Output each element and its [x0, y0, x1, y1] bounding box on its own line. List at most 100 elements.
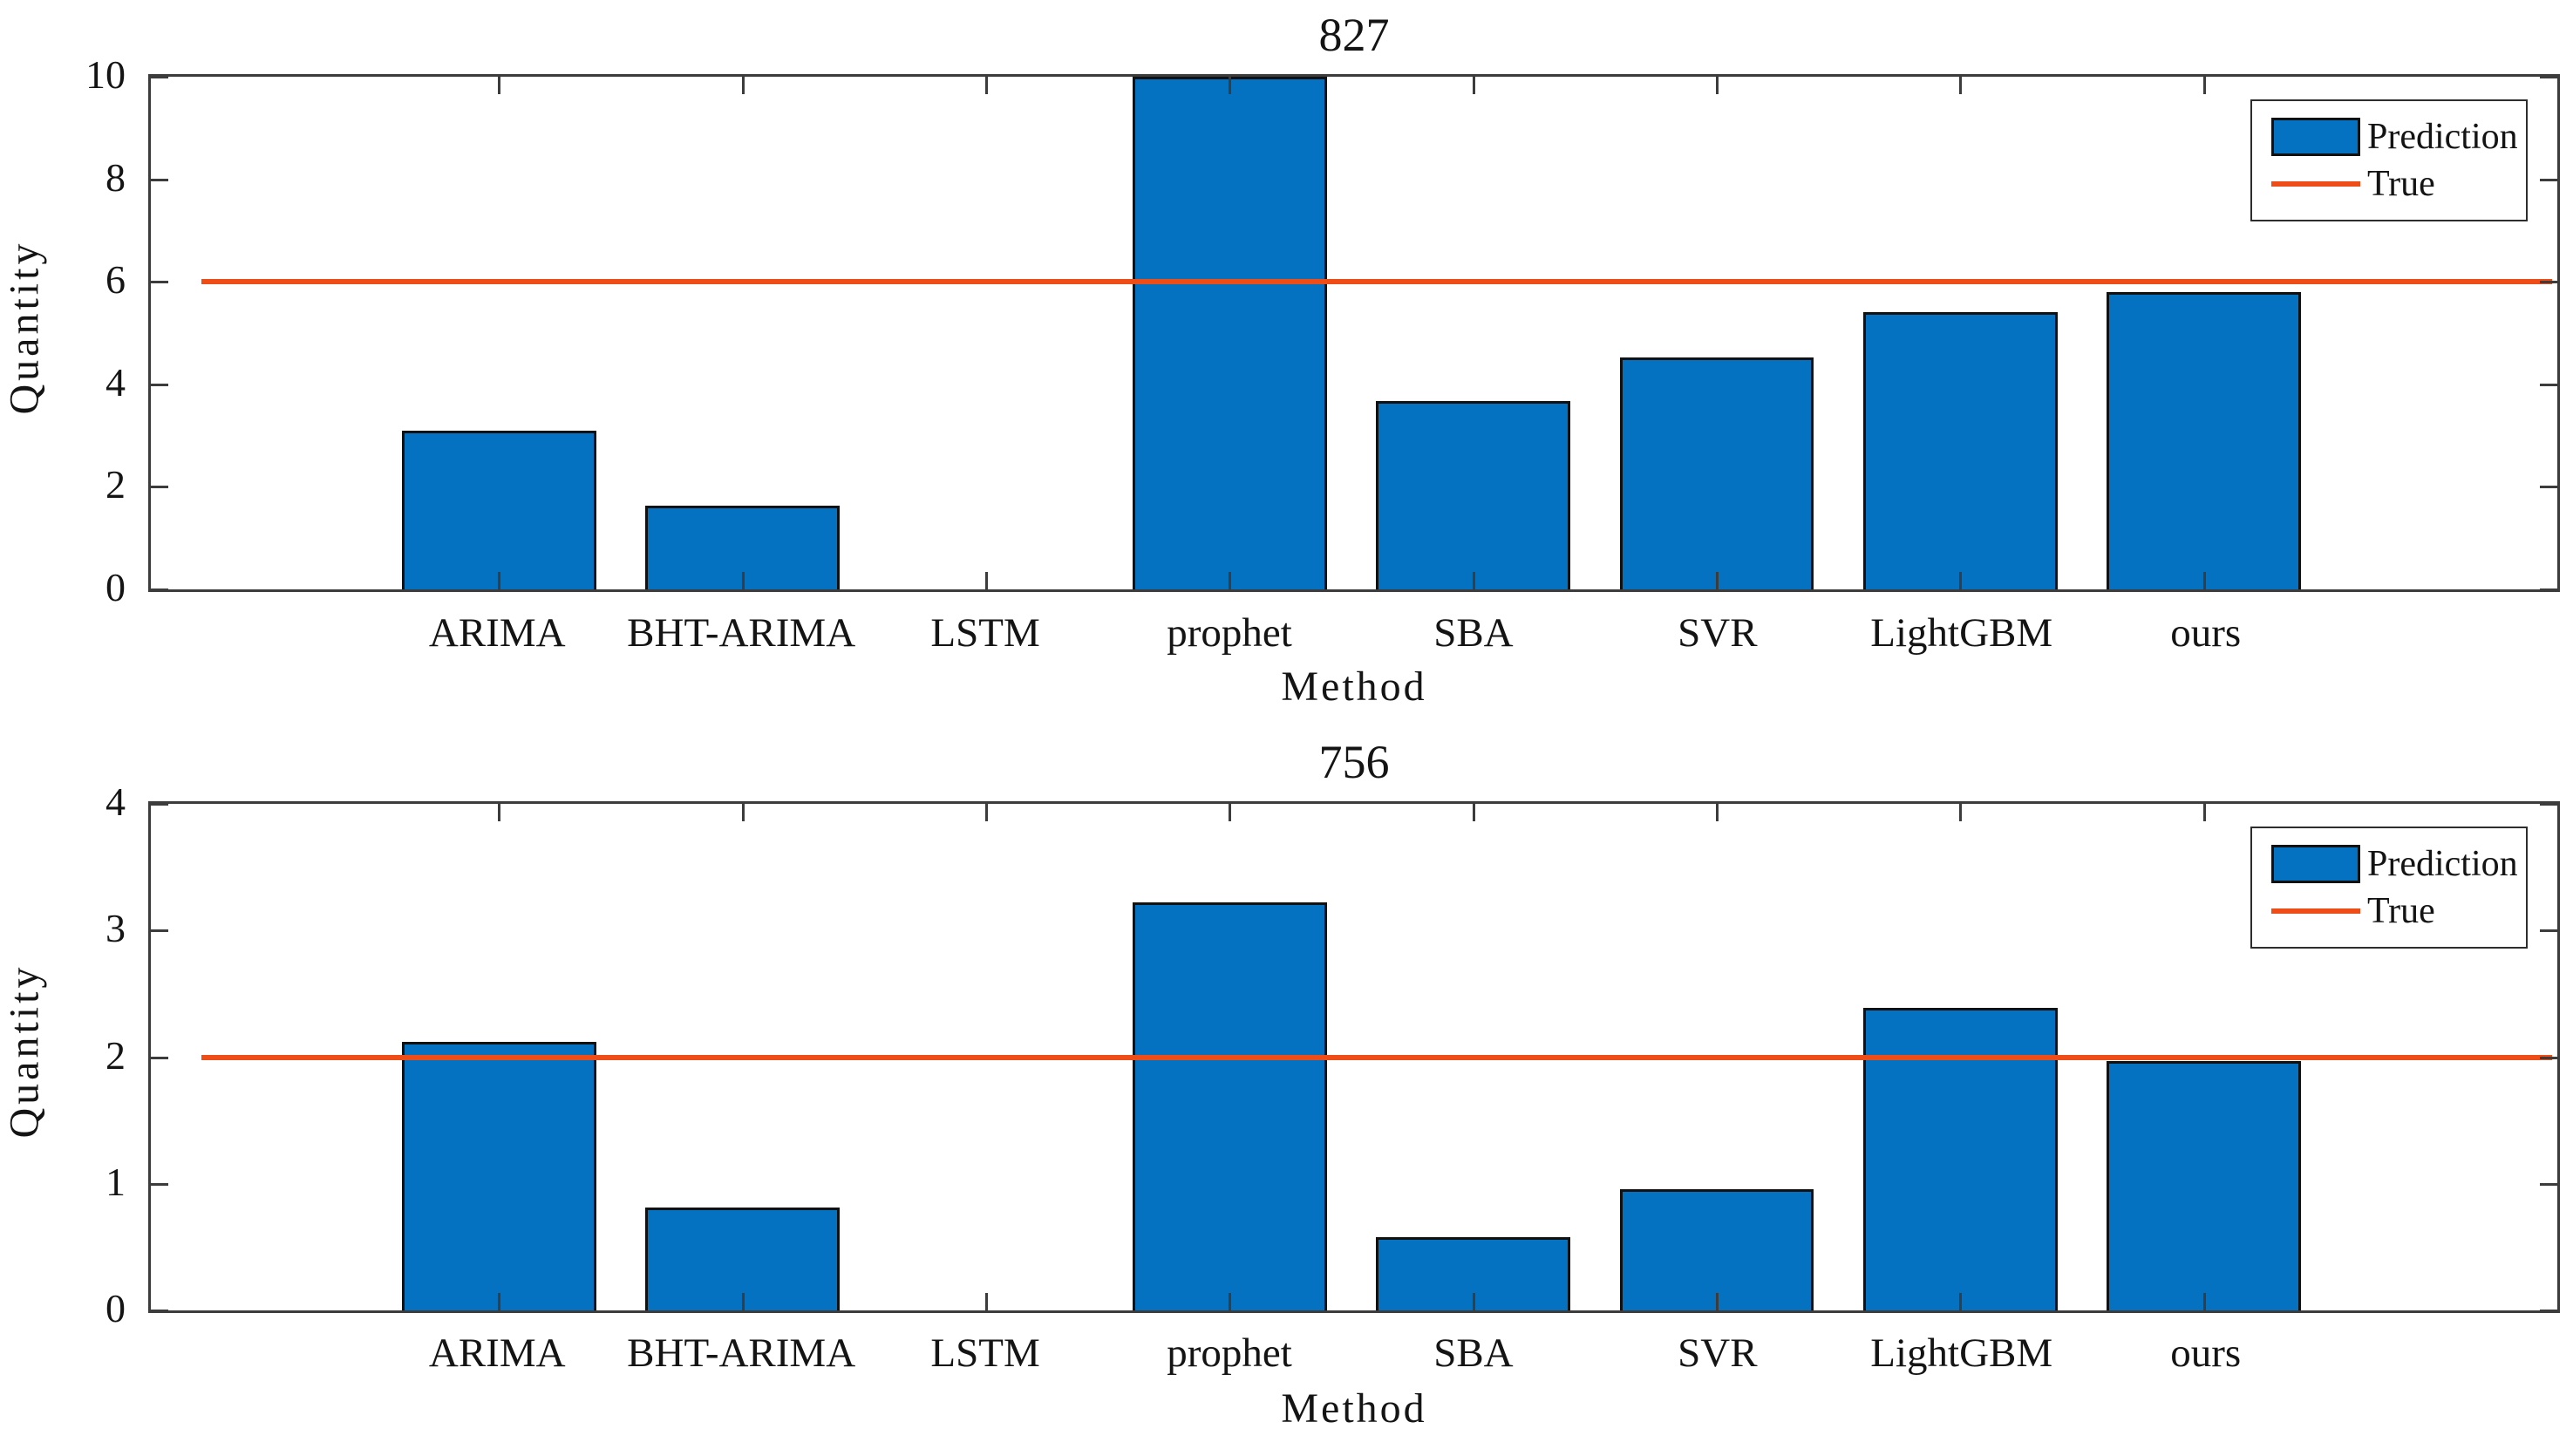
legend-prediction-label: Prediction: [2367, 117, 2518, 157]
x-tick-top: [984, 77, 988, 94]
y-tick-left: [151, 1310, 168, 1312]
bar-prophet: [1132, 902, 1327, 1310]
plot-area: Prediction True: [148, 74, 2560, 592]
y-tick-label: 2: [106, 462, 126, 507]
x-tick-top: [1959, 77, 1963, 94]
category-label: LSTM: [930, 1330, 1040, 1376]
bar-SBA: [1376, 1236, 1570, 1310]
y-tick-label: 6: [106, 257, 126, 303]
y-tick-left: [151, 178, 168, 181]
x-tick-bottom: [1959, 1293, 1963, 1310]
x-tick-bottom: [1959, 572, 1963, 589]
x-tick-bottom: [1472, 1293, 1475, 1310]
x-tick-bottom: [1715, 1293, 1719, 1310]
y-tick-left: [151, 76, 168, 78]
y-tick-right: [2540, 281, 2557, 284]
x-tick-top: [2202, 804, 2206, 821]
category-label: LSTM: [930, 610, 1040, 656]
chart-title: 756: [1318, 736, 1390, 788]
x-tick-bottom: [741, 572, 745, 589]
category-label: SVR: [1678, 610, 1758, 656]
x-tick-bottom: [498, 1293, 501, 1310]
x-tick-bottom: [984, 572, 988, 589]
true-line-icon: [2271, 181, 2360, 187]
x-tick-bottom: [741, 1293, 745, 1310]
x-tick-top: [741, 804, 745, 821]
bar-prophet: [1132, 77, 1327, 589]
x-axis-tick-labels: ARIMA BHT-ARIMA LSTM prophet SBA SVR LightGBM o…: [148, 609, 2560, 661]
y-tick-label: 4: [106, 779, 126, 824]
x-axis-label: Method: [1281, 663, 1427, 710]
x-tick-bottom: [2202, 572, 2206, 589]
bar-SBA: [1376, 401, 1570, 589]
x-tick-bottom: [984, 1293, 988, 1310]
category-label: ARIMA: [428, 610, 566, 656]
y-axis-tick-labels: 0 2 4 6 8 10: [0, 55, 131, 608]
y-axis-label: Quantity: [1, 963, 48, 1139]
y-tick-left: [151, 929, 168, 933]
category-label: LightGBM: [1870, 1330, 2053, 1376]
x-tick-top: [1715, 804, 1719, 821]
x-tick-bottom: [1472, 572, 1475, 589]
y-tick-left: [151, 486, 168, 489]
bar-BHT-ARIMA: [645, 1208, 841, 1310]
bar-ARIMA: [402, 1042, 596, 1310]
bar-LightGBM: [1862, 312, 2058, 589]
category-label: SBA: [1433, 610, 1514, 656]
y-tick-right: [2540, 589, 2557, 591]
y-tick-left: [151, 383, 168, 386]
x-axis-tick-labels: ARIMA BHT-ARIMA LSTM prophet SBA SVR LightGBM o…: [148, 1329, 2560, 1381]
category-label: prophet: [1167, 1330, 1292, 1376]
y-tick-left: [151, 589, 168, 591]
x-tick-top: [1229, 804, 1232, 821]
legend-true-label: True: [2367, 891, 2435, 931]
x-tick-bottom: [1229, 572, 1232, 589]
category-label: BHT-ARIMA: [627, 610, 856, 656]
y-tick-left: [151, 1056, 168, 1059]
x-tick-top: [1959, 804, 1963, 821]
legend-item-true: True: [2271, 888, 2521, 935]
category-label: BHT-ARIMA: [627, 1330, 856, 1376]
x-tick-bottom: [1229, 1293, 1232, 1310]
true-value-line: [201, 279, 2553, 285]
legend: Prediction True: [2250, 827, 2528, 949]
y-tick-left: [151, 803, 168, 806]
category-label: ours: [2170, 610, 2242, 656]
prediction-swatch-icon: [2271, 118, 2360, 156]
bar-SVR: [1619, 1188, 1814, 1310]
x-axis-label: Method: [1281, 1385, 1427, 1432]
category-label: prophet: [1167, 610, 1292, 656]
x-tick-bottom: [1715, 572, 1719, 589]
chart-title: 827: [1318, 9, 1390, 61]
y-tick-left: [151, 281, 168, 284]
x-tick-bottom: [2202, 1293, 2206, 1310]
legend-item-prediction: Prediction: [2271, 113, 2521, 160]
y-tick-right: [2540, 383, 2557, 386]
y-tick-label: 0: [106, 565, 126, 609]
prediction-swatch-icon: [2271, 845, 2360, 883]
y-axis-label: Quantity: [1, 240, 48, 415]
bar-LightGBM: [1862, 1007, 2058, 1310]
y-tick-right: [2540, 929, 2557, 933]
legend-item-true: True: [2271, 160, 2521, 208]
y-tick-right: [2540, 76, 2557, 78]
y-tick-right: [2540, 803, 2557, 806]
y-axis-tick-labels: 0 1 2 3 4: [0, 782, 131, 1329]
category-label: SBA: [1433, 1330, 1514, 1376]
category-label: SVR: [1678, 1330, 1758, 1376]
bar-ARIMA: [402, 430, 596, 589]
category-label: LightGBM: [1870, 610, 2053, 656]
bar-BHT-ARIMA: [645, 506, 841, 589]
y-tick-label: 0: [106, 1286, 126, 1330]
y-tick-right: [2540, 1182, 2557, 1186]
y-tick-right: [2540, 1310, 2557, 1312]
x-tick-top: [2202, 77, 2206, 94]
bar-ours: [2107, 291, 2301, 589]
y-tick-right: [2540, 486, 2557, 489]
x-tick-top: [741, 77, 745, 94]
y-tick-right: [2540, 1056, 2557, 1059]
legend-true-label: True: [2367, 164, 2435, 204]
y-tick-left: [151, 1182, 168, 1186]
y-tick-right: [2540, 178, 2557, 181]
